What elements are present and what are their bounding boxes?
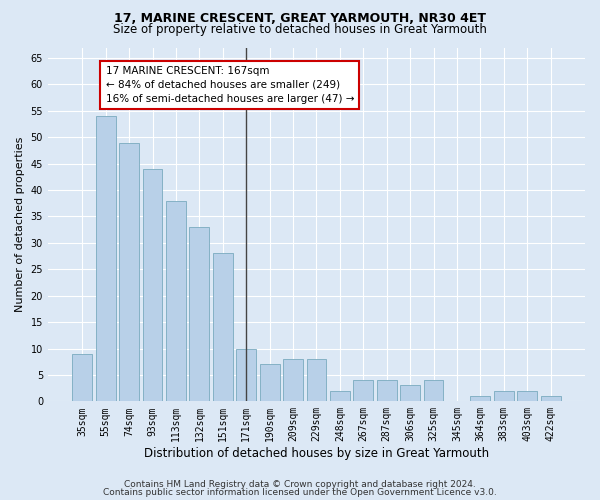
Bar xyxy=(330,391,350,402)
Bar xyxy=(517,391,537,402)
X-axis label: Distribution of detached houses by size in Great Yarmouth: Distribution of detached houses by size … xyxy=(144,447,489,460)
Text: 17, MARINE CRESCENT, GREAT YARMOUTH, NR30 4ET: 17, MARINE CRESCENT, GREAT YARMOUTH, NR3… xyxy=(114,12,486,26)
Bar xyxy=(400,386,420,402)
Bar xyxy=(353,380,373,402)
Text: 17 MARINE CRESCENT: 167sqm
← 84% of detached houses are smaller (249)
16% of sem: 17 MARINE CRESCENT: 167sqm ← 84% of deta… xyxy=(106,66,354,104)
Text: Contains public sector information licensed under the Open Government Licence v3: Contains public sector information licen… xyxy=(103,488,497,497)
Bar xyxy=(260,364,280,402)
Bar xyxy=(470,396,490,402)
Bar xyxy=(96,116,116,402)
Bar xyxy=(377,380,397,402)
Bar xyxy=(119,142,139,402)
Bar xyxy=(494,391,514,402)
Bar xyxy=(166,200,186,402)
Bar xyxy=(424,380,443,402)
Text: Size of property relative to detached houses in Great Yarmouth: Size of property relative to detached ho… xyxy=(113,22,487,36)
Bar xyxy=(541,396,560,402)
Bar xyxy=(73,354,92,402)
Bar xyxy=(213,254,233,402)
Bar xyxy=(307,359,326,402)
Bar xyxy=(190,227,209,402)
Text: Contains HM Land Registry data © Crown copyright and database right 2024.: Contains HM Land Registry data © Crown c… xyxy=(124,480,476,489)
Bar xyxy=(283,359,303,402)
Bar xyxy=(143,169,163,402)
Bar xyxy=(236,348,256,402)
Y-axis label: Number of detached properties: Number of detached properties xyxy=(15,136,25,312)
